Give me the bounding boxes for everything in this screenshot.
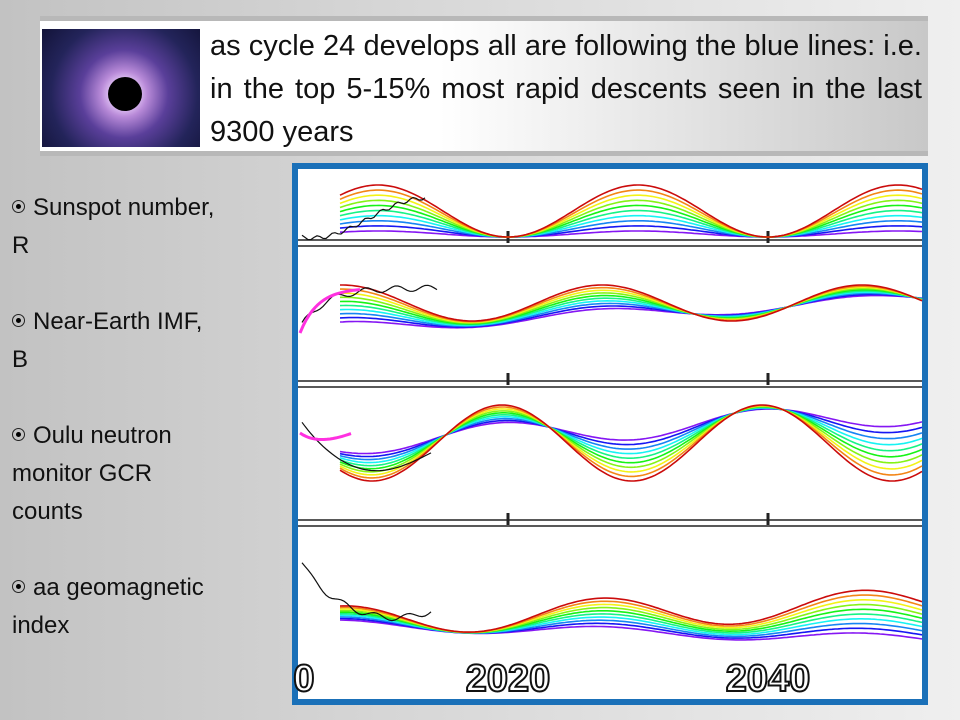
curve	[339, 589, 923, 633]
moon	[108, 77, 142, 111]
x-tick-label: 0	[293, 658, 314, 700]
curve	[339, 291, 923, 327]
curve	[339, 292, 923, 327]
bullet	[12, 580, 25, 593]
bullet-item: aa geomagnetic index	[12, 569, 217, 645]
curve	[298, 288, 361, 334]
bullet	[12, 314, 25, 327]
bullet	[12, 428, 25, 441]
bullet-text: Near-Earth IMF, B	[12, 308, 203, 373]
curve	[301, 196, 426, 241]
curve	[339, 404, 923, 482]
curve	[340, 286, 923, 324]
bullet-text: aa geomagnetic index	[12, 574, 204, 639]
slide-title: as cycle 24 develops all are following t…	[210, 30, 922, 148]
curve	[299, 431, 352, 441]
curve	[339, 184, 923, 238]
curve	[339, 209, 923, 238]
model-curves	[298, 184, 923, 641]
curve	[339, 293, 923, 328]
figure: 0 2020 2040	[292, 163, 928, 705]
curve	[339, 290, 923, 326]
curve	[340, 284, 923, 322]
x-tick-label: 2020	[466, 658, 551, 700]
curve	[339, 289, 923, 325]
curve	[339, 220, 923, 238]
curve	[339, 294, 923, 329]
curve	[339, 189, 923, 238]
bullet-list: Sunspot number, R Near-Earth IMF, B Oulu…	[12, 189, 217, 683]
curve	[340, 285, 923, 323]
eclipse-image	[42, 29, 200, 147]
panel-separators	[298, 239, 922, 527]
bullet-item: Near-Earth IMF, B	[12, 303, 217, 379]
curve	[340, 287, 923, 324]
curve	[339, 194, 923, 238]
bullet-text: Sunspot number, R	[12, 194, 215, 259]
x-axis-labels: 0 2020 2040	[292, 657, 811, 701]
curve	[339, 199, 923, 238]
bullet-text: Oulu neutron monitor GCR counts	[12, 422, 172, 525]
bullet	[12, 200, 25, 213]
curve	[339, 225, 923, 238]
bullet-item: Oulu neutron monitor GCR counts	[12, 417, 217, 531]
curve	[301, 421, 432, 472]
curve	[339, 204, 923, 238]
x-tick-label: 2040	[726, 658, 811, 700]
header: as cycle 24 develops all are following t…	[40, 16, 928, 156]
bullet-item: Sunspot number, R	[12, 189, 217, 265]
curve	[339, 230, 923, 238]
curve	[339, 214, 923, 238]
curve	[301, 562, 432, 622]
curve	[301, 284, 438, 323]
